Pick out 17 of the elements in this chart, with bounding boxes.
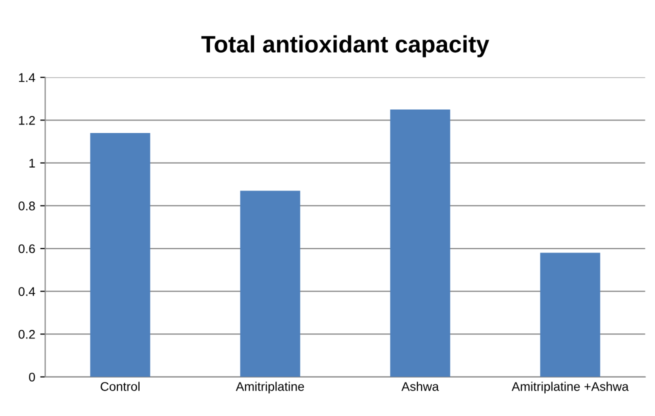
y-tick-label: 0.2 [18,330,35,339]
bar [90,133,150,377]
bar [540,252,600,377]
y-tick-label: 0 [29,372,35,382]
x-tick-label: Control [100,382,140,391]
y-tick-label: 0.4 [18,287,36,296]
y-tick-label: 0.6 [18,244,35,254]
x-tick-label: Amitriplatine [236,382,304,394]
x-tick-label: Amitriplatine +Ashwa [512,382,629,394]
y-tick-label: 1.4 [19,73,36,82]
bar [390,109,450,377]
bar [240,190,300,377]
chart-title: Total antioxidant capacity [201,35,490,58]
y-tick-label: 1.2 [19,116,35,125]
y-tick-label: 1 [29,158,35,168]
x-tick-label: Ashwa [401,382,439,391]
y-tick-label: 0.8 [18,202,35,210]
